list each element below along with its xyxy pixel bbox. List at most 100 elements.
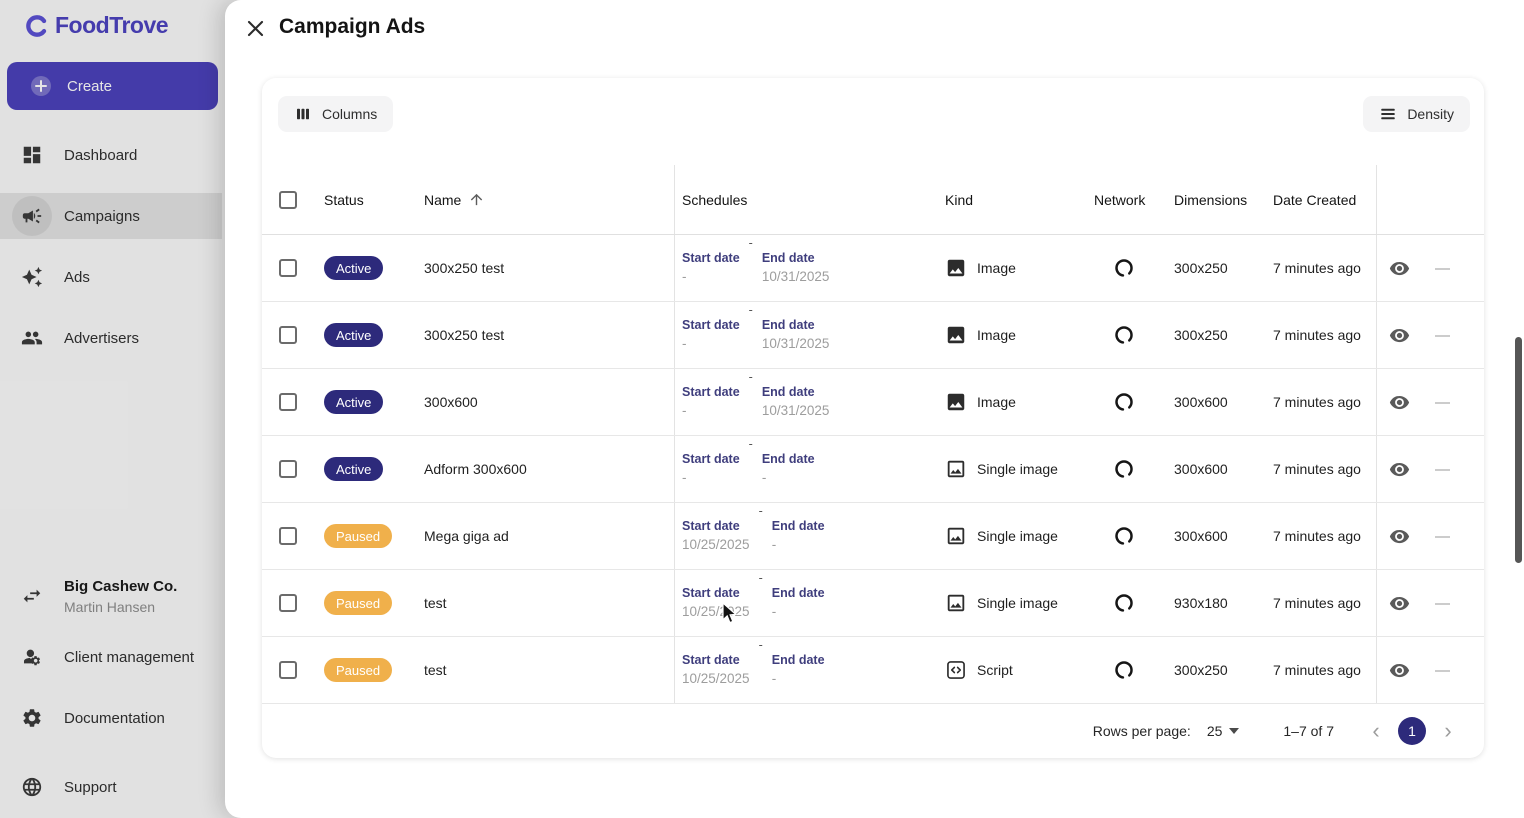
end-date-label: End date bbox=[771, 519, 825, 533]
network-icon bbox=[1113, 391, 1135, 413]
end-date-label: End date bbox=[761, 251, 815, 265]
image-filled-icon bbox=[945, 391, 967, 413]
row-checkbox[interactable] bbox=[279, 326, 297, 344]
start-date-value: 10/25/2025 bbox=[682, 537, 750, 552]
end-date-value: - bbox=[771, 671, 777, 686]
column-header-status[interactable]: Status bbox=[324, 191, 364, 208]
campaign-ads-panel: Campaign Ads Columns Density bbox=[225, 0, 1524, 818]
status-badge: Active bbox=[324, 323, 384, 347]
rows-per-page-select[interactable]: 25 bbox=[1207, 723, 1240, 739]
rows-per-page-value: 25 bbox=[1206, 723, 1223, 739]
date-created-value: 7 minutes ago bbox=[1273, 662, 1361, 678]
status-badge: Active bbox=[324, 390, 384, 414]
table-card: Columns Density Status Name Schedules Ki… bbox=[262, 78, 1484, 758]
sort-asc-icon[interactable] bbox=[468, 191, 485, 208]
table-row: Active Adform 300x600 Start date - - End… bbox=[262, 436, 1484, 503]
dimensions-value: 930x180 bbox=[1174, 595, 1228, 611]
row-more-dash: — bbox=[1435, 393, 1450, 411]
previous-page-button[interactable]: ‹ bbox=[1362, 717, 1390, 745]
start-date-label: Start date bbox=[682, 519, 740, 533]
close-icon[interactable] bbox=[243, 16, 267, 40]
campaigns-icon bbox=[12, 196, 52, 236]
schedule-separator: - bbox=[748, 236, 753, 250]
end-date-value: 10/31/2025 bbox=[761, 336, 830, 351]
row-checkbox[interactable] bbox=[279, 393, 297, 411]
kind-label: Image bbox=[977, 327, 1016, 343]
sidebar: FoodTrove Create Dashboard Campaigns bbox=[0, 0, 225, 818]
next-page-button[interactable]: › bbox=[1434, 717, 1462, 745]
sidebar-item-documentation[interactable]: Documentation bbox=[0, 695, 222, 741]
sidebar-item-campaigns[interactable]: Campaigns bbox=[0, 193, 222, 239]
create-button[interactable]: Create bbox=[7, 62, 218, 110]
network-icon bbox=[1113, 659, 1135, 681]
end-date-label: End date bbox=[771, 586, 825, 600]
row-more-dash: — bbox=[1435, 326, 1450, 344]
row-checkbox[interactable] bbox=[279, 527, 297, 545]
view-icon[interactable] bbox=[1389, 660, 1410, 681]
select-all-checkbox[interactable] bbox=[279, 190, 297, 209]
columns-button[interactable]: Columns bbox=[278, 96, 394, 132]
view-icon[interactable] bbox=[1389, 526, 1410, 547]
row-checkbox[interactable] bbox=[279, 661, 297, 679]
dimensions-value: 300x250 bbox=[1174, 327, 1228, 343]
row-more-dash: — bbox=[1435, 661, 1450, 679]
row-checkbox[interactable] bbox=[279, 259, 297, 277]
density-button-label: Density bbox=[1407, 106, 1454, 122]
kind-label: Single image bbox=[977, 595, 1058, 611]
sidebar-item-label: Support bbox=[64, 778, 117, 796]
dashboard-icon bbox=[12, 135, 52, 175]
density-button[interactable]: Density bbox=[1363, 96, 1470, 132]
row-checkbox[interactable] bbox=[279, 460, 297, 478]
date-created-value: 7 minutes ago bbox=[1273, 595, 1361, 611]
logo-icon bbox=[26, 14, 48, 37]
view-icon[interactable] bbox=[1389, 593, 1410, 614]
logo[interactable]: FoodTrove bbox=[24, 12, 169, 39]
table-row: Active 300x600 Start date - - End date 1… bbox=[262, 369, 1484, 436]
schedule-separator: - bbox=[758, 571, 763, 585]
column-header-schedules[interactable]: Schedules bbox=[682, 191, 748, 208]
account-company: Big Cashew Co. bbox=[64, 577, 178, 595]
end-date-label: End date bbox=[771, 653, 825, 667]
sidebar-item-client-management[interactable]: Client management bbox=[0, 634, 222, 680]
scrollbar-thumb[interactable] bbox=[1515, 337, 1522, 563]
row-more-dash: — bbox=[1435, 594, 1450, 612]
sparkles-icon bbox=[12, 257, 52, 297]
start-date-label: Start date bbox=[682, 251, 740, 265]
account-switcher[interactable]: Big Cashew Co. Martin Hansen bbox=[0, 570, 222, 622]
view-icon[interactable] bbox=[1389, 325, 1410, 346]
dimensions-value: 300x600 bbox=[1174, 528, 1228, 544]
start-date-label: Start date bbox=[682, 385, 740, 399]
swap-icon bbox=[12, 576, 52, 616]
date-created-value: 7 minutes ago bbox=[1273, 528, 1361, 544]
sidebar-item-advertisers[interactable]: Advertisers bbox=[0, 315, 222, 361]
rows-per-page-label: Rows per page: bbox=[1092, 723, 1191, 739]
ad-name: 300x600 bbox=[424, 394, 478, 410]
column-header-date-created[interactable]: Date Created bbox=[1273, 191, 1357, 208]
column-header-dimensions[interactable]: Dimensions bbox=[1174, 191, 1248, 208]
kind-label: Image bbox=[977, 260, 1016, 276]
sidebar-item-support[interactable]: Support bbox=[0, 764, 222, 810]
end-date-value: 10/31/2025 bbox=[761, 269, 830, 284]
table-row: Active 300x250 test Start date - - End d… bbox=[262, 302, 1484, 369]
current-page-button[interactable]: 1 bbox=[1398, 717, 1426, 745]
image-outlined-icon bbox=[945, 458, 967, 480]
sidebar-item-label: Advertisers bbox=[64, 329, 140, 347]
image-filled-icon bbox=[945, 324, 967, 346]
view-icon[interactable] bbox=[1389, 392, 1410, 413]
view-icon[interactable] bbox=[1389, 258, 1410, 279]
table-row: Paused test Start date 10/25/2025 - End … bbox=[262, 570, 1484, 637]
table-row: Paused test Start date 10/25/2025 - End … bbox=[262, 637, 1484, 704]
date-created-value: 7 minutes ago bbox=[1273, 327, 1361, 343]
row-checkbox[interactable] bbox=[279, 594, 297, 612]
column-header-network[interactable]: Network bbox=[1094, 191, 1146, 208]
column-header-kind[interactable]: Kind bbox=[945, 191, 974, 208]
sidebar-item-ads[interactable]: Ads bbox=[0, 254, 222, 300]
column-header-name[interactable]: Name bbox=[424, 191, 462, 208]
account-user: Martin Hansen bbox=[64, 598, 156, 615]
start-date-label: Start date bbox=[682, 586, 740, 600]
start-date-label: Start date bbox=[682, 452, 740, 466]
view-icon[interactable] bbox=[1389, 459, 1410, 480]
columns-button-label: Columns bbox=[322, 106, 378, 122]
sidebar-item-dashboard[interactable]: Dashboard bbox=[0, 132, 222, 178]
end-date-label: End date bbox=[761, 385, 815, 399]
